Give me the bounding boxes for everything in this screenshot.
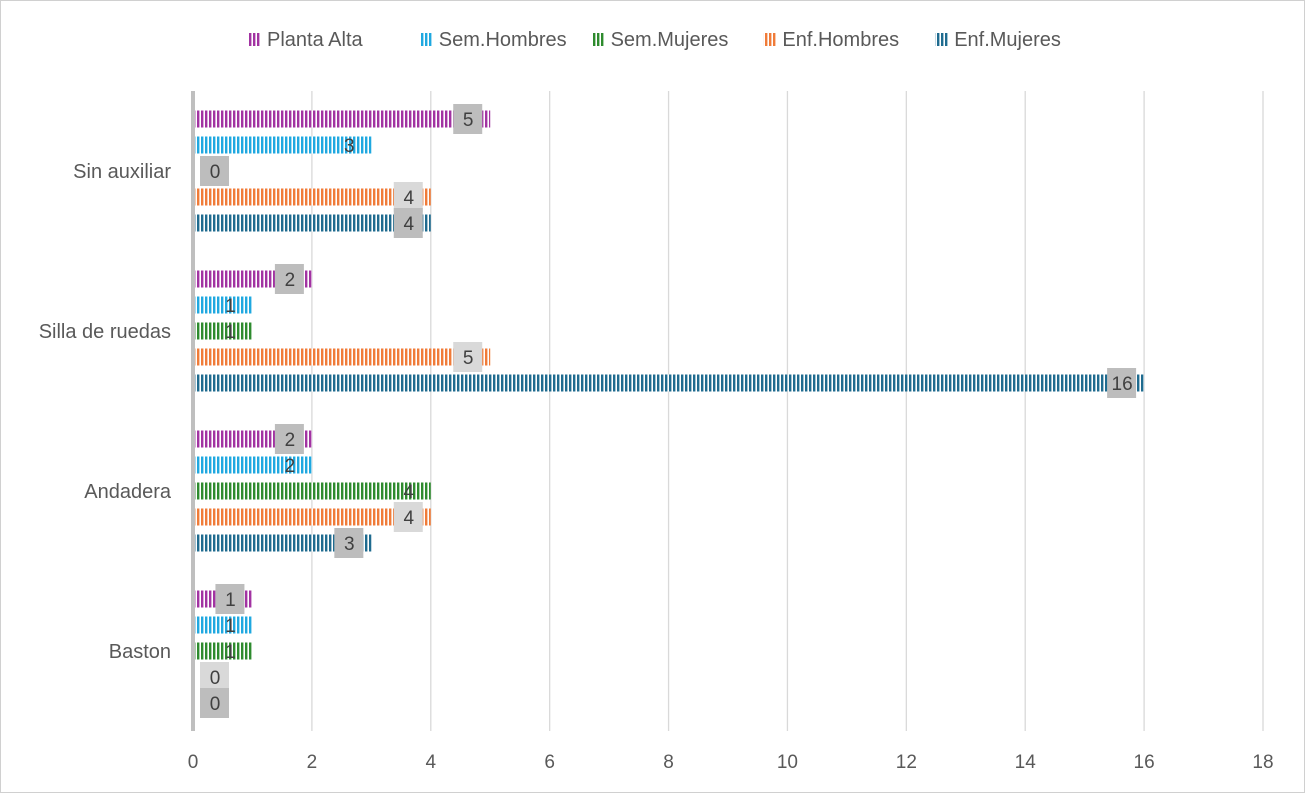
- legend-item-enf-mujeres: Enf.Mujeres: [935, 29, 1061, 51]
- legend-item-sem-mujeres: Sem.Mujeres: [591, 29, 729, 51]
- legend-item-sem-hombres: Sem.Hombres: [419, 29, 567, 51]
- bar-sem-hombres-silla-de-ruedas: [195, 296, 253, 314]
- data-label-box: [1107, 368, 1137, 398]
- bar-sem-mujeres-silla-de-ruedas: [195, 322, 253, 340]
- category-label: Andadera: [84, 481, 172, 503]
- legend-label: Enf.Mujeres: [954, 29, 1061, 51]
- legend-swatch: [591, 33, 605, 46]
- bar-planta-alta-sin-auxiliar: [195, 110, 491, 128]
- data-label-enf-mujeres-baston: 0: [210, 694, 221, 715]
- legend-item-planta-alta: Planta Alta: [248, 29, 364, 51]
- x-tick-label: 10: [777, 752, 798, 773]
- data-label-planta-alta-andadera: 2: [285, 430, 296, 451]
- data-label-sem-hombres-baston: 1: [225, 616, 236, 637]
- bar-sem-hombres-sin-auxiliar: [195, 136, 372, 154]
- legend-item-enf-hombres: Enf.Hombres: [763, 29, 899, 51]
- data-label-enf-mujeres-sin-auxiliar: 4: [403, 214, 414, 235]
- x-tick-label: 16: [1134, 752, 1155, 773]
- data-label-sem-mujeres-silla-de-ruedas: 1: [225, 322, 236, 343]
- x-tick-label: 2: [307, 752, 318, 773]
- data-label-box: [274, 264, 304, 294]
- data-label-planta-alta-baston: 1: [225, 590, 236, 611]
- category-label: Baston: [109, 641, 171, 663]
- bar-enf-mujeres-andadera: [195, 534, 372, 552]
- data-label-sem-hombres-sin-auxiliar: 3: [344, 136, 355, 157]
- legend-label: Sem.Hombres: [439, 29, 567, 51]
- legend-swatch: [248, 33, 261, 46]
- data-label-box: [393, 502, 423, 532]
- x-tick-label: 6: [544, 752, 555, 773]
- legend-swatch: [419, 33, 433, 46]
- data-label-box: [200, 156, 229, 186]
- x-tick-label: 18: [1252, 752, 1273, 773]
- bar-sem-mujeres-andadera: [195, 482, 431, 500]
- x-tick-label: 14: [1015, 752, 1037, 773]
- data-label-planta-alta-sin-auxiliar: 5: [463, 110, 474, 131]
- data-label-box: [200, 688, 229, 718]
- data-label-enf-hombres-silla-de-ruedas: 5: [463, 348, 474, 369]
- x-tick-label: 0: [188, 752, 199, 773]
- legend-label: Enf.Hombres: [782, 29, 899, 51]
- data-label-sem-hombres-andadera: 2: [285, 456, 296, 477]
- data-label-box: [274, 424, 304, 454]
- bar-enf-hombres-andadera: [195, 508, 431, 526]
- data-label-enf-hombres-andadera: 4: [403, 508, 414, 529]
- data-label-enf-hombres-sin-auxiliar: 4: [403, 188, 414, 209]
- legend-swatch: [763, 33, 777, 46]
- data-label-enf-hombres-baston: 0: [210, 668, 221, 689]
- data-label-box: [200, 662, 229, 692]
- legend: Planta Alta Sem.Hombres Sem.Mujeres Enf.Hom…: [248, 29, 1061, 51]
- data-label-box: [215, 584, 245, 614]
- x-tick-label: 12: [896, 752, 917, 773]
- data-label-enf-mujeres-silla-de-ruedas: 16: [1112, 374, 1133, 395]
- data-label-sem-mujeres-sin-auxiliar: 0: [210, 162, 221, 183]
- legend-label: Sem.Mujeres: [611, 29, 729, 51]
- bar-enf-hombres-silla-de-ruedas: [195, 348, 491, 366]
- data-label-planta-alta-silla-de-ruedas: 2: [285, 270, 296, 291]
- bar-sem-mujeres-baston: [195, 642, 253, 660]
- x-tick-label: 8: [663, 752, 674, 773]
- bar-sem-hombres-andadera: [195, 456, 312, 474]
- data-label-sem-mujeres-baston: 1: [225, 642, 236, 663]
- data-label-box: [393, 182, 423, 212]
- data-label-box: [453, 104, 483, 134]
- data-label-box: [453, 342, 483, 372]
- bar-sem-hombres-baston: [195, 616, 253, 634]
- bar-enf-mujeres-sin-auxiliar: [195, 214, 431, 232]
- data-label-box: [393, 208, 423, 238]
- data-label-sem-hombres-silla-de-ruedas: 1: [225, 296, 236, 317]
- category-label: Sin auxiliar: [73, 161, 171, 183]
- x-tick-label: 4: [425, 752, 436, 773]
- bar-enf-mujeres-silla-de-ruedas: [195, 374, 1145, 392]
- legend-label: Planta Alta: [267, 29, 364, 51]
- data-label-enf-mujeres-andadera: 3: [344, 534, 355, 555]
- bar-enf-hombres-sin-auxiliar: [195, 188, 431, 206]
- category-label: Silla de ruedas: [39, 321, 171, 343]
- data-label-sem-mujeres-andadera: 4: [403, 482, 414, 503]
- legend-swatch: [935, 33, 949, 46]
- gridlines: [311, 91, 1264, 731]
- bars: [195, 110, 1145, 660]
- data-label-box: [334, 528, 364, 558]
